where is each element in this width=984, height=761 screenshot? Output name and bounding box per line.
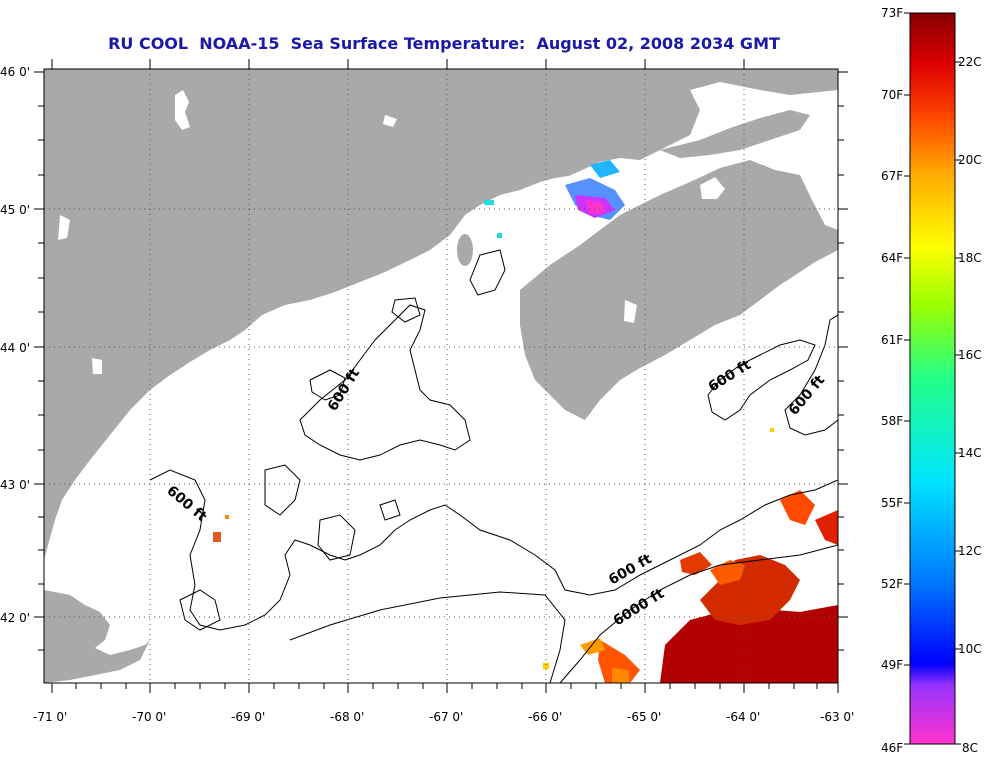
land-mainland: [44, 69, 838, 560]
colorbar-c-label: 10C: [958, 642, 982, 656]
land-nova-scotia: [520, 160, 838, 420]
lat-label: 44 0': [0, 341, 30, 355]
colorbar-c-label: 8C: [962, 741, 978, 755]
colorbar-c-label: 16C: [958, 348, 982, 362]
land-pei: [660, 110, 810, 158]
colorbar-gradient: [909, 12, 956, 745]
colorbar-f-label: 73F: [881, 6, 903, 20]
lat-label: 43 0': [0, 478, 30, 492]
colorbar-f-label: 64F: [881, 251, 903, 265]
colorbar-f-label: 58F: [881, 414, 903, 428]
colorbar-f-label: 49F: [881, 658, 903, 672]
map-title: RU COOL NOAA-15 Sea Surface Temperature:…: [108, 34, 780, 53]
lon-label: -71 0': [33, 710, 67, 724]
colorbar: 73F 70F 67F 64F 61F 58F 55F 52F 49F 46F …: [881, 6, 982, 755]
colorbar-c-label: 14C: [958, 446, 982, 460]
lon-label: -69 0': [231, 710, 265, 724]
colorbar-f-label: 67F: [881, 169, 903, 183]
lon-label: -66 0': [528, 710, 562, 724]
bathymetry-contours: [149, 249, 838, 683]
sst-cold-patch: [484, 160, 625, 238]
lat-label: 45 0': [0, 203, 30, 217]
colorbar-c-label: 12C: [958, 544, 982, 558]
colorbar-f-label: 46F: [881, 741, 903, 755]
colorbar-f-label: 55F: [881, 496, 903, 510]
lon-label: -63 0': [820, 710, 854, 724]
colorbar-c-label: 18C: [958, 251, 982, 265]
land-cape-cod: [44, 590, 150, 683]
colorbar-c-label: 22C: [958, 55, 982, 69]
colorbar-f-label: 70F: [881, 88, 903, 102]
lat-label: 46 0': [0, 65, 30, 79]
lat-label: 42 0': [0, 611, 30, 625]
lon-label: -65 0': [627, 710, 661, 724]
sst-warm-patch: [213, 428, 838, 683]
colorbar-f-label: 61F: [881, 333, 903, 347]
lon-label: -68 0': [330, 710, 364, 724]
map-frame: [43, 68, 839, 684]
colorbar-f-label: 52F: [881, 577, 903, 591]
lon-label: -67 0': [429, 710, 463, 724]
land-island: [457, 234, 473, 266]
lon-label: -70 0': [132, 710, 166, 724]
lon-label: -64 0': [726, 710, 760, 724]
colorbar-c-label: 20C: [958, 153, 982, 167]
